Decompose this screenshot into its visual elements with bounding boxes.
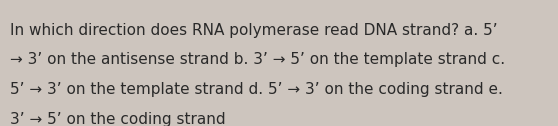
Text: → 3’ on the antisense strand b. 3’ → 5’ on the template strand c.: → 3’ on the antisense strand b. 3’ → 5’ …	[10, 52, 505, 67]
Text: In which direction does RNA polymerase read DNA strand? a. 5’: In which direction does RNA polymerase r…	[10, 23, 498, 38]
Text: 3’ → 5’ on the coding strand: 3’ → 5’ on the coding strand	[10, 112, 225, 126]
Text: 5’ → 3’ on the template strand d. 5’ → 3’ on the coding strand e.: 5’ → 3’ on the template strand d. 5’ → 3…	[10, 82, 503, 97]
